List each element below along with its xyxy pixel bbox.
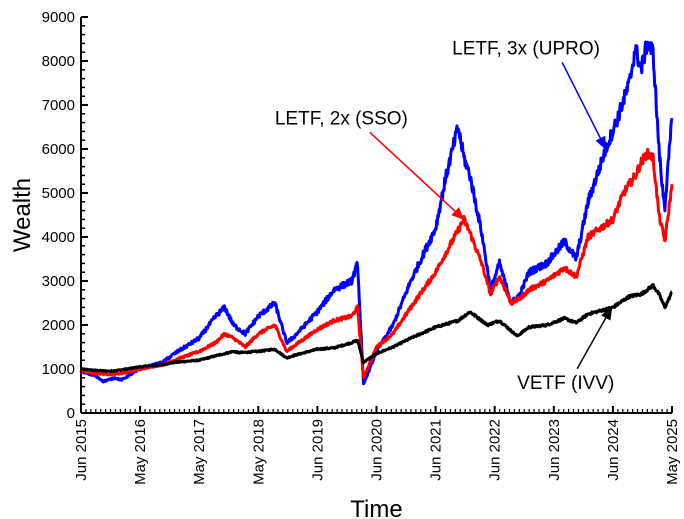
x-tick-label: Jun 2019	[309, 419, 326, 481]
y-tick-label: 3000	[42, 273, 75, 290]
x-tick-label: Jun 2021	[428, 419, 445, 481]
annotation-arrow	[369, 131, 465, 221]
annotations: LETF, 3x (UPRO) LETF, 2x (SSO) VETF (IVV)	[275, 38, 614, 393]
x-axis-title: Time	[350, 496, 402, 519]
x-tick-label: Jun 2015	[73, 419, 90, 481]
series-line-vetf	[80, 283, 673, 373]
y-tick-label: 2000	[42, 317, 75, 334]
x-tick-label: Jun 2020	[369, 419, 386, 481]
y-axis-title: Wealth	[9, 178, 36, 252]
y-tick-label: 8000	[42, 53, 75, 70]
y-tick-label: 9000	[42, 9, 75, 26]
y-tick-label: 0	[67, 405, 75, 422]
annotation-arrow	[561, 62, 607, 151]
x-tick-label: Jun 2024	[605, 419, 622, 481]
y-tick-label: 6000	[42, 141, 75, 158]
series-line-letf-3x	[79, 40, 674, 386]
annotation-arrow	[576, 306, 613, 370]
y-tick-label: 7000	[42, 97, 75, 114]
x-tick-label: May 2016	[132, 419, 149, 485]
axes: Time Wealth 0 1000 2000 3000 4000 5000 6000 700…	[9, 9, 681, 519]
y-tick-label: 1000	[42, 361, 75, 378]
annotation-label: LETF, 2x (SSO)	[275, 108, 408, 129]
x-tick-label: Jun 2023	[546, 419, 563, 481]
x-tick-label: May 2025	[664, 419, 681, 485]
annotation-label: VETF (IVV)	[517, 373, 614, 394]
y-tick-label: 5000	[42, 185, 75, 202]
series-group	[79, 40, 674, 386]
annotation-label: LETF, 3x (UPRO)	[452, 38, 600, 59]
x-tick-label: Jun 2022	[487, 419, 504, 481]
x-tick-label: May 2017	[191, 419, 208, 485]
y-tick-label: 4000	[42, 229, 75, 246]
x-tick-label: May 2018	[250, 419, 267, 485]
series-line-letf-2x	[79, 147, 674, 379]
